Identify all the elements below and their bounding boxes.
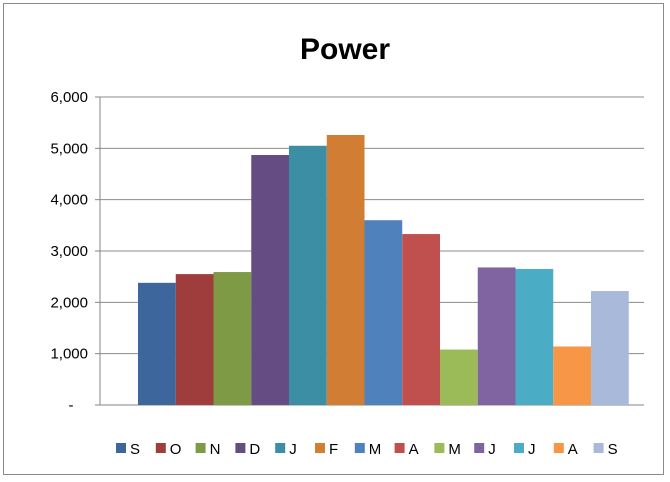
legend-label: A xyxy=(409,441,419,458)
legend-label: S xyxy=(608,441,618,458)
legend-label: M xyxy=(369,441,382,458)
chart-title: Power xyxy=(300,33,390,66)
legend-label: O xyxy=(170,441,182,458)
bar-j xyxy=(515,268,554,405)
legend-label: D xyxy=(249,441,260,458)
y-tick-label: 3,000 xyxy=(50,243,88,260)
bar-d xyxy=(251,155,289,405)
bar-o xyxy=(175,274,214,405)
legend-label: M xyxy=(448,441,461,458)
y-tick-label: - xyxy=(69,397,74,414)
legend-label: N xyxy=(210,441,221,458)
legend-swatch xyxy=(434,443,445,453)
bar-s xyxy=(138,282,176,405)
y-tick-label: 5,000 xyxy=(50,140,88,157)
bar-m xyxy=(440,349,478,405)
legend-swatch xyxy=(354,443,365,453)
legend-swatch xyxy=(315,443,325,453)
y-tick-label: 6,000 xyxy=(50,89,88,106)
legend-swatch xyxy=(195,443,206,453)
legend-swatch xyxy=(593,443,604,453)
bar-m xyxy=(364,220,403,405)
legend-swatch xyxy=(553,443,564,453)
legend-swatch xyxy=(474,443,485,453)
legend-swatch xyxy=(116,443,126,453)
y-tick-label: 4,000 xyxy=(50,192,88,209)
bar-a xyxy=(553,346,591,405)
bars xyxy=(138,134,629,405)
legend-label: J xyxy=(289,441,297,458)
legend-swatch xyxy=(394,443,405,453)
y-axis: - 1,000 2,000 3,000 4,000 5,000 6,000 xyxy=(50,89,101,414)
legend-label: S xyxy=(130,441,140,458)
legend-label: A xyxy=(568,441,578,458)
legend-label: F xyxy=(329,441,338,458)
legend-swatch xyxy=(514,443,524,453)
y-tick-label: 2,000 xyxy=(50,294,88,311)
bar-n xyxy=(213,272,252,405)
legend-label: J xyxy=(488,441,496,458)
bar-j xyxy=(289,145,327,405)
legend-swatch xyxy=(235,443,246,453)
bar-a xyxy=(402,234,440,405)
bar-f xyxy=(326,134,365,405)
y-tick-label: 1,000 xyxy=(50,346,88,363)
legend-label: J xyxy=(528,441,536,458)
legend-swatch xyxy=(275,443,286,453)
bar-s xyxy=(591,291,629,405)
legend-swatch xyxy=(155,443,166,453)
bar-j xyxy=(477,267,516,405)
